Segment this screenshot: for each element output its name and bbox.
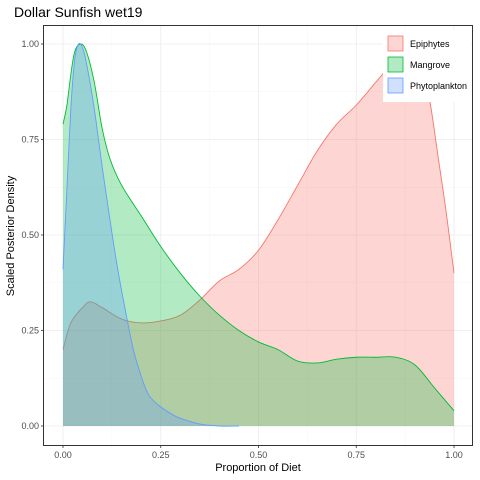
axis-ticks: 0.00 0.25 0.50 0.75 1.00 0.00 0.25 0.50 0.75 1.00 [21,39,462,460]
y-tick-label: 0.75 [21,135,39,145]
legend-label-mangrove: Mangrove [410,60,450,70]
y-tick-label: 1.00 [21,39,39,49]
y-tick-label: 0.50 [21,230,39,240]
y-tick-label: 0.25 [21,326,39,336]
y-tick-label: 0.00 [21,421,39,431]
line-phytoplankton [62,42,239,427]
legend-key-bg-epiphytes [387,35,404,52]
x-tick-label: 0.50 [250,450,268,460]
line-mangrove [62,43,455,412]
legend-key-phytoplankton [387,77,404,94]
legend-key-epiphytes [387,35,404,52]
y-axis-title: Scaled Posterior Density [5,175,17,296]
area-mangrove [63,44,454,426]
x-tick-label: 0.25 [152,450,170,460]
x-tick-label: 0.75 [347,450,365,460]
area-phytoplankton [63,43,239,427]
x-tick-label: 0.00 [54,450,72,460]
plot-panel-border [43,25,473,446]
area-epiphytes [63,44,454,427]
chart-title: Dollar Sunfish wet19 [14,4,143,20]
legend-label-phytoplankton: Phytoplankton [410,81,467,91]
legend-key-bg-phytoplankton [387,77,404,94]
legend-label-epiphytes: Epiphytes [410,39,450,49]
legend: Epiphytes Mangrove Phytoplankton [383,31,471,102]
legend-key-bg-mangrove [387,56,404,73]
legend-key-mangrove [387,56,404,73]
x-tick-label: 1.00 [445,450,463,460]
x-axis-title: Proportion of Diet [215,462,301,474]
